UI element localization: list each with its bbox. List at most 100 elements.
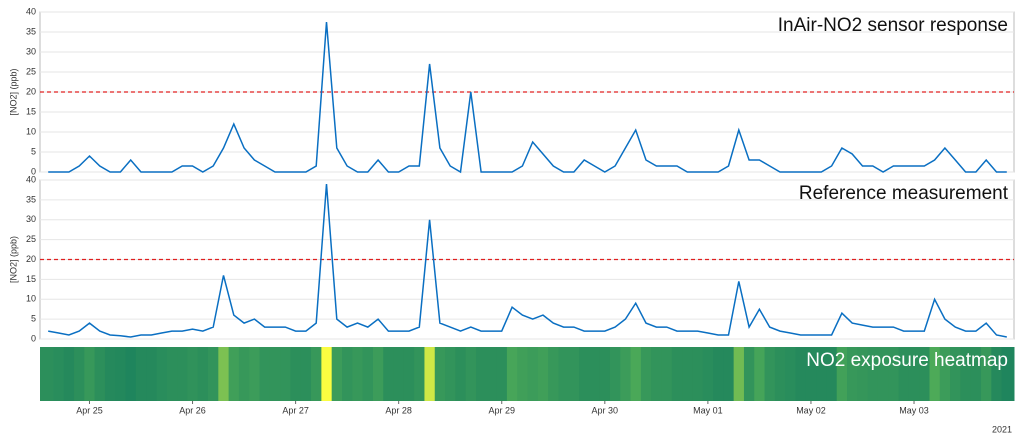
y-tick-label: 40 — [26, 6, 36, 16]
heat-cell — [671, 347, 683, 401]
heat-cell — [898, 347, 910, 401]
heat-cell — [403, 347, 415, 401]
heat-cell — [300, 347, 312, 401]
heat-cell — [950, 347, 961, 401]
heat-cell — [208, 347, 219, 401]
data-line — [48, 183, 1007, 338]
heat-cell — [836, 347, 848, 401]
x-tick-label: Apr 28 — [385, 405, 412, 415]
heat-cell — [249, 347, 261, 401]
y-axis-label: [NO2] (ppb) — [8, 236, 18, 283]
heat-cell — [166, 347, 178, 401]
heat-cell — [197, 347, 209, 401]
heat-cell — [455, 347, 467, 401]
heat-cell — [527, 347, 539, 401]
heat-cell — [651, 347, 663, 401]
heat-cell — [816, 347, 827, 401]
y-tick-label: 35 — [26, 194, 36, 204]
heat-cell — [558, 347, 570, 401]
heat-cell — [568, 347, 580, 401]
heat-cell — [682, 347, 693, 401]
y-axis-label: [NO2] (ppb) — [8, 68, 18, 115]
x-tick-label: May 03 — [899, 405, 929, 415]
heat-cell — [692, 347, 704, 401]
heat-cell — [115, 347, 127, 401]
y-tick-label: 5 — [31, 314, 36, 324]
heat-cell — [63, 347, 75, 401]
y-tick-label: 40 — [26, 174, 36, 184]
x-tick-label: Apr 26 — [179, 405, 206, 415]
heat-cell — [393, 347, 405, 401]
y-tick-label: 20 — [26, 86, 36, 96]
heat-cell — [1001, 347, 1015, 401]
heat-cell — [53, 347, 65, 401]
heat-cell — [259, 347, 271, 401]
heat-cell — [991, 347, 1003, 401]
heat-cell — [94, 347, 106, 401]
heat-cell — [713, 347, 724, 401]
heat-cell — [888, 347, 900, 401]
heat-cell — [84, 347, 96, 401]
heat-cell — [970, 347, 982, 401]
heat-cell — [424, 347, 436, 401]
heat-cell — [156, 347, 168, 401]
heat-cell — [640, 347, 652, 401]
heat-cell — [331, 347, 343, 401]
heat-cell — [187, 347, 199, 401]
y-tick-label: 0 — [31, 333, 36, 343]
heat-cell — [702, 347, 714, 401]
heat-cell — [795, 347, 807, 401]
heat-cell — [661, 347, 673, 401]
heat-cell — [177, 347, 188, 401]
y-tick-label: 35 — [26, 26, 36, 36]
panel-title: Reference measurement — [799, 183, 1009, 204]
data-line — [48, 21, 1007, 174]
heat-cell — [867, 347, 879, 401]
heat-cell — [352, 347, 364, 401]
heat-cell — [238, 347, 250, 401]
x-tick-label: Apr 30 — [592, 405, 619, 415]
heat-cell — [321, 347, 333, 401]
heat-cell — [104, 347, 116, 401]
heat-cell — [981, 347, 992, 401]
heat-cell — [40, 347, 54, 401]
heat-cell — [372, 347, 384, 401]
heat-cell — [146, 347, 157, 401]
heat-cell — [754, 347, 766, 401]
y-tick-label: 10 — [26, 294, 36, 304]
panel-title: InAir-NO2 sensor response — [778, 15, 1008, 36]
heat-cell — [125, 347, 137, 401]
heat-cell — [919, 347, 930, 401]
heat-cell — [733, 347, 745, 401]
heat-cell — [475, 347, 487, 401]
y-tick-label: 5 — [31, 146, 36, 156]
y-tick-label: 10 — [26, 126, 36, 136]
heat-cell — [445, 347, 456, 401]
heat-cell — [290, 347, 302, 401]
heat-cell — [877, 347, 889, 401]
x-tick-label: May 01 — [693, 405, 723, 415]
y-tick-label: 30 — [26, 214, 36, 224]
x-tick-label: Apr 27 — [282, 405, 309, 415]
heat-cell — [218, 347, 230, 401]
heat-cell — [341, 347, 353, 401]
heat-cell — [908, 347, 920, 401]
heat-cell — [599, 347, 611, 401]
y-tick-label: 20 — [26, 254, 36, 264]
heat-cell — [929, 347, 941, 401]
heat-cell — [74, 347, 85, 401]
heat-cell — [465, 347, 477, 401]
y-tick-label: 30 — [26, 46, 36, 56]
x-tick-label: May 02 — [796, 405, 826, 415]
heat-cell — [548, 347, 559, 401]
heat-cell — [362, 347, 374, 401]
heat-cell — [805, 347, 817, 401]
heat-cell — [496, 347, 508, 401]
heat-cell — [723, 347, 735, 401]
heat-cell — [743, 347, 755, 401]
y-tick-label: 15 — [26, 274, 36, 284]
heat-cell — [774, 347, 786, 401]
heat-cell — [826, 347, 838, 401]
x-tick-label: Apr 29 — [488, 405, 515, 415]
heat-cell — [383, 347, 395, 401]
